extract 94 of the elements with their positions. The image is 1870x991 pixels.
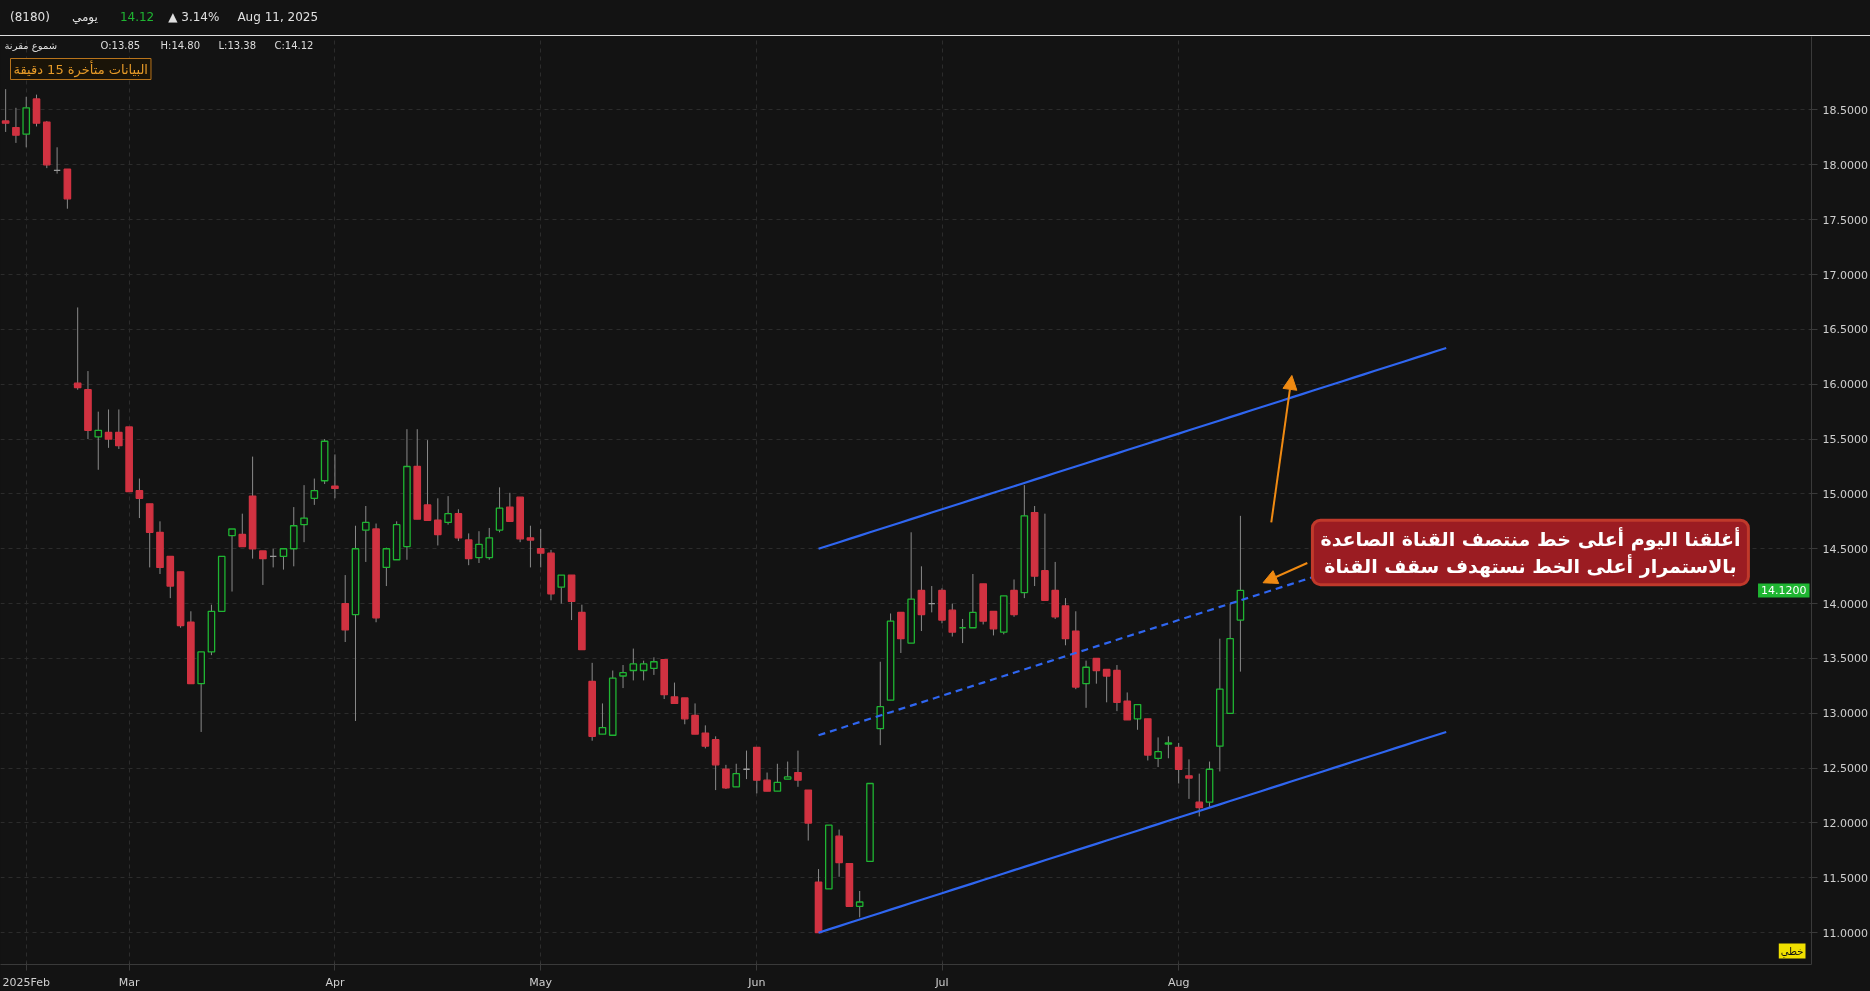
y-tick-label: 18.0000 xyxy=(1822,158,1868,172)
x-tick-label: Jun xyxy=(747,975,766,989)
y-tick-label: 14.0000 xyxy=(1822,597,1868,611)
annotation: شموع مقرنة xyxy=(4,39,58,52)
x-tick-label: 2025Feb xyxy=(2,975,50,989)
candlestick xyxy=(444,495,452,526)
candlestick xyxy=(12,107,20,144)
y-tick-label: 12.5000 xyxy=(1822,762,1868,776)
line-series xyxy=(817,576,1314,737)
y-tick-label: 15.5000 xyxy=(1822,433,1868,447)
annotation: أغلقنا اليوم أعلى خط منتصف القناة الصاعدة بالاستمرار أعلى الخط نستهدف سقف القناة xyxy=(1320,527,1741,578)
candlestick xyxy=(331,453,339,499)
candlestick xyxy=(969,573,977,629)
candlestick xyxy=(876,661,885,746)
candlestick xyxy=(680,697,689,725)
y-tick-label: 17.0000 xyxy=(1822,268,1868,282)
candlestick xyxy=(135,478,144,519)
annotation: البيانات متأخرة 15 دقيقة xyxy=(13,59,148,78)
candlestick xyxy=(1195,773,1204,817)
candlestick xyxy=(1092,657,1101,685)
candlestick xyxy=(1185,758,1193,800)
text: ▲ 3.14% xyxy=(168,8,220,26)
candlestick xyxy=(433,497,442,546)
candlestick xyxy=(485,527,494,561)
y-tick-label: 11.5000 xyxy=(1822,871,1868,885)
candlestick xyxy=(310,478,319,506)
line-series xyxy=(817,730,1448,934)
annotation: O:13.85 xyxy=(100,39,141,51)
candlestick xyxy=(382,547,391,587)
candlestick xyxy=(1082,660,1090,709)
text: Aug 11, 2025 xyxy=(237,8,319,26)
annotation: خطي xyxy=(1780,945,1804,958)
candlestick xyxy=(1102,668,1111,703)
candlestick xyxy=(114,408,123,450)
x-tick-label: Jul xyxy=(934,975,949,989)
chart-title: (8180) xyxy=(10,8,50,26)
candlestick xyxy=(794,750,802,788)
y-tick-label: 12.0000 xyxy=(1822,817,1868,830)
candlestick xyxy=(722,764,730,790)
y-tick-label: 13.5000 xyxy=(1822,652,1868,666)
candlestick xyxy=(670,682,679,705)
candlestick xyxy=(300,484,308,543)
candlestick xyxy=(773,763,782,792)
candlestick xyxy=(238,513,247,548)
annotation: C:14.12 xyxy=(274,39,314,51)
y-tick-label: 16.0000 xyxy=(1822,378,1868,392)
y-tick-label: 17.5000 xyxy=(1822,213,1868,227)
candlestick xyxy=(506,492,514,522)
candlestick xyxy=(259,550,267,586)
candlestick xyxy=(289,506,298,567)
candlestick xyxy=(495,486,504,533)
text: 14.12 xyxy=(119,8,155,26)
x-tick-label: Mar xyxy=(118,975,140,989)
y-tick-label: 16.5000 xyxy=(1822,323,1868,337)
x-tick-label: May xyxy=(529,975,553,989)
candlestick xyxy=(1154,736,1162,768)
candlestick xyxy=(104,408,113,449)
candlestick xyxy=(73,306,82,391)
candlestick xyxy=(855,890,864,918)
candlestick xyxy=(536,528,545,568)
y-tick-label: 11.0000 xyxy=(1822,926,1868,940)
candlestick xyxy=(228,528,236,593)
y-tick-label: 13.0000 xyxy=(1822,707,1868,721)
candlestick xyxy=(701,724,710,749)
candlestick xyxy=(475,530,483,564)
candlestick xyxy=(619,664,627,689)
candlestick xyxy=(691,702,699,735)
y-tick-label: 14.5000 xyxy=(1822,542,1868,556)
candlestick xyxy=(1,88,10,133)
candlestick xyxy=(650,656,658,676)
candlestick xyxy=(464,532,473,566)
x-tick-label: Apr xyxy=(325,975,345,989)
candlestick xyxy=(423,439,432,521)
candlestick xyxy=(361,505,370,563)
candlestick xyxy=(279,548,288,571)
candlestick xyxy=(732,763,741,788)
candlestick xyxy=(1123,691,1132,721)
candlestick xyxy=(948,603,957,638)
candlestick xyxy=(598,702,607,735)
y-tick-label: 15.0000 xyxy=(1822,487,1868,501)
candlestick xyxy=(557,574,566,605)
candlestick xyxy=(94,411,103,471)
text: يومي xyxy=(71,8,98,26)
candlestick xyxy=(629,648,638,681)
annotation: H:14.80 xyxy=(160,39,201,51)
candlestick xyxy=(639,660,648,681)
candlestick xyxy=(763,772,771,792)
y-tick-label: 18.5000 xyxy=(1822,103,1868,117)
annotation: 14.1200 xyxy=(1761,584,1807,598)
candlestick xyxy=(526,525,535,568)
candlestick xyxy=(1174,742,1183,785)
x-tick-label: Aug xyxy=(1167,975,1190,989)
annotation: L:13.38 xyxy=(218,39,257,51)
candlestick xyxy=(1164,735,1173,759)
